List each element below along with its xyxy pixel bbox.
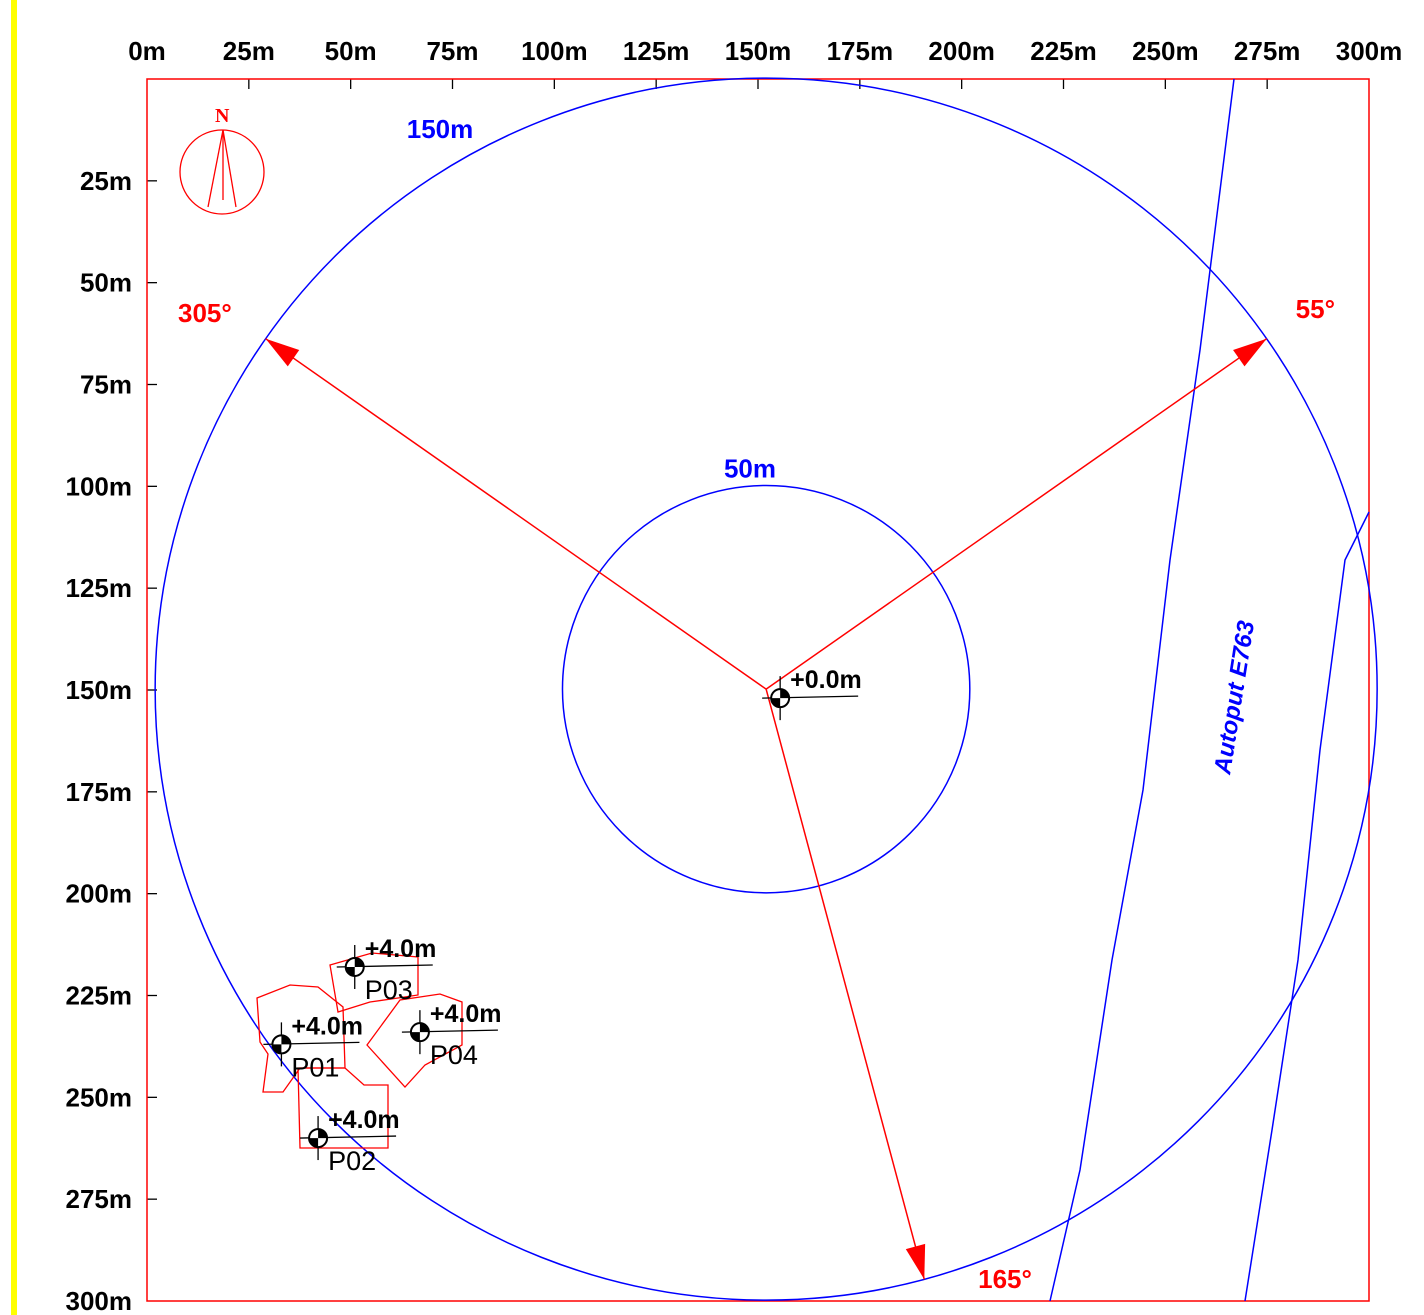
y-axis-label: 275m — [66, 1184, 133, 1214]
x-axis-label: 50m — [325, 36, 377, 66]
point-p04: +4.0m P04 — [401, 1000, 502, 1070]
direction-arrows: 305° 55° 165° — [178, 294, 1335, 1294]
point-name: P01 — [291, 1052, 339, 1082]
x-axis-label: 125m — [623, 36, 690, 66]
x-axis-label: 75m — [426, 36, 478, 66]
axis-ticks — [147, 79, 1268, 1200]
ring-label: 150m — [407, 114, 474, 144]
map-frame — [146, 78, 1370, 1302]
road-autoput-e763: Autoput E763 — [1049, 78, 1370, 1302]
north-arrow-needle-left — [207, 129, 224, 208]
x-axis-label: 0m — [128, 36, 166, 66]
direction-arrowhead — [905, 1243, 926, 1280]
road-west-edge — [1049, 78, 1235, 1302]
direction-line — [765, 338, 1268, 690]
point-symbol-fill — [345, 966, 355, 976]
point-name: P03 — [365, 975, 413, 1005]
point-symbol-fill — [281, 1035, 291, 1045]
point-symbol-fill — [780, 689, 790, 699]
ring-label: 50m — [724, 453, 776, 483]
y-axis-label: 100m — [66, 471, 133, 501]
road-label: Autoput E763 — [1209, 618, 1260, 777]
point-elevation: +0.0m — [790, 666, 862, 694]
point-name: P04 — [430, 1040, 478, 1070]
x-axis-label: 100m — [521, 36, 588, 66]
building-p04 — [366, 993, 463, 1088]
building-p03 — [329, 952, 419, 1013]
x-axis-label: 25m — [223, 36, 275, 66]
x-axis-label: 275m — [1234, 36, 1301, 66]
x-axis-label: 150m — [725, 36, 792, 66]
y-axis-label: 125m — [66, 573, 133, 603]
y-axis-label: 50m — [80, 268, 132, 298]
direction-line — [265, 338, 767, 690]
point-elevation: +4.0m — [291, 1012, 363, 1040]
direction-label: 305° — [178, 298, 232, 328]
point-symbol-fill — [410, 1032, 420, 1042]
direction-arrowhead — [1233, 338, 1267, 367]
center-point: +0.0m — [762, 666, 862, 721]
direction-label: 55° — [1296, 294, 1335, 324]
y-axis-labels: 25m 50m 75m 100m 125m 150m 175m 200m 225m 250m 275… — [66, 166, 133, 1315]
north-letter: N — [215, 105, 230, 127]
ring-50m — [561, 484, 971, 894]
left-yellow-bar — [11, 0, 17, 1315]
distance-rings: 50m 150m — [154, 77, 1378, 1301]
point-elevation: +4.0m — [430, 1000, 502, 1028]
ring-150m — [154, 77, 1378, 1301]
x-axis-label: 225m — [1030, 36, 1097, 66]
point-elevation: +4.0m — [365, 935, 437, 963]
north-arrow-circle — [179, 129, 265, 215]
y-axis-label: 225m — [66, 981, 133, 1011]
x-axis-labels: 0m 25m 50m 75m 100m 125m 150m 175m 200m 225m 250m 2… — [128, 36, 1402, 66]
building-p02 — [297, 1067, 389, 1149]
x-axis-label: 200m — [928, 36, 995, 66]
x-axis-label: 250m — [1132, 36, 1199, 66]
y-axis-label: 200m — [66, 879, 133, 909]
y-axis-label: 175m — [66, 777, 133, 807]
x-axis-label: 175m — [827, 36, 894, 66]
north-arrow: N — [179, 105, 265, 215]
x-axis-label: 300m — [1336, 36, 1403, 66]
building-outlines — [256, 952, 463, 1149]
y-axis-label: 25m — [80, 166, 132, 196]
north-arrow-needle-right — [222, 129, 237, 208]
y-axis-label: 250m — [66, 1082, 133, 1112]
y-axis-label: 150m — [66, 675, 133, 705]
point-symbol-fill — [318, 1129, 328, 1139]
point-p01: +4.0m P01 — [263, 1012, 363, 1082]
point-elevation: +4.0m — [328, 1106, 400, 1134]
point-symbol-fill — [309, 1138, 319, 1148]
y-axis-label: 300m — [66, 1286, 133, 1315]
point-name: P02 — [328, 1146, 376, 1176]
point-symbol-fill — [354, 957, 364, 967]
y-axis-label: 75m — [80, 370, 132, 400]
direction-line — [765, 688, 926, 1280]
point-symbol-fill — [771, 698, 781, 708]
road-east-edge — [1244, 511, 1370, 1302]
point-symbol-fill — [272, 1044, 282, 1054]
point-p03: +4.0m P03 — [336, 935, 437, 1005]
direction-label: 165° — [978, 1264, 1032, 1294]
direction-arrowhead — [265, 338, 300, 367]
point-symbol-fill — [419, 1023, 429, 1033]
point-p02: +4.0m P02 — [300, 1106, 400, 1176]
